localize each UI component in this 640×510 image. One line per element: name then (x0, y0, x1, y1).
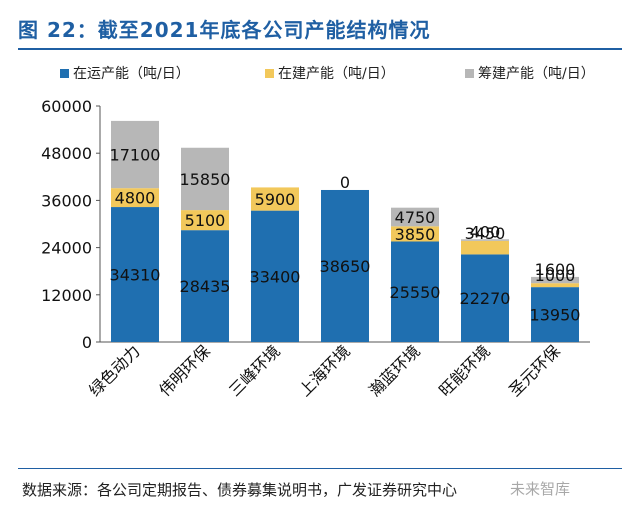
data-label-4-2: 4750 (395, 208, 436, 227)
y-tick-label-3: 36000 (41, 191, 92, 210)
bar-1-2 (181, 147, 229, 211)
data-label-2-1: 5900 (255, 190, 296, 209)
bar-6-2 (531, 276, 579, 284)
stacked-bar-chart: 在运产能（吨/日） 在建产能（吨/日） 筹建产能（吨/日） 0 12000 24000 36… (41, 65, 595, 400)
bar-3-0 (321, 189, 369, 342)
bar-1-1 (181, 210, 229, 231)
x-tick-label-2: 三峰环境 (225, 341, 284, 400)
bar-2-1 (251, 187, 299, 211)
bar-4-0 (391, 241, 439, 342)
legend-swatch-2 (465, 69, 474, 78)
watermark: 未来智库 (510, 480, 571, 498)
data-label-6-0: 13950 (530, 306, 581, 325)
x-tick-label-1: 伟明环保 (155, 341, 214, 400)
bar-4-1 (391, 226, 439, 242)
bar-0-1 (111, 188, 159, 208)
x-tick-label-3: 上海环境 (295, 341, 354, 400)
data-label-1-0: 28435 (180, 277, 231, 296)
bar-6-0 (531, 287, 579, 342)
data-label-5-2: 400 (470, 222, 501, 241)
data-label-6-1: 1000 (535, 266, 576, 285)
legend-label-2: 筹建产能（吨/日） (478, 65, 595, 82)
bar-0-2 (111, 120, 159, 189)
bar-5-0 (461, 254, 509, 342)
data-label-4-1: 3850 (395, 225, 436, 244)
bar-5-1 (461, 240, 509, 255)
data-label-1-2: 15850 (180, 170, 231, 189)
x-tick-label-0: 绿色动力 (85, 341, 144, 400)
data-label-5-0: 22270 (460, 289, 511, 308)
y-tick-label-0: 0 (82, 333, 92, 352)
data-label-5-1: 3450 (465, 224, 506, 243)
data-label-6-2: 1600 (535, 260, 576, 279)
bar-4-2 (391, 207, 439, 227)
x-tick-label-5: 旺能环境 (435, 341, 494, 400)
data-label-1-1: 5100 (185, 211, 226, 230)
data-label-3-1: 0 (340, 173, 350, 192)
data-label-0-2: 17100 (110, 146, 161, 165)
data-label-0-1: 4800 (115, 189, 156, 208)
bar-1-0 (181, 230, 229, 342)
y-tick-label-2: 24000 (41, 239, 92, 258)
data-label-4-0: 25550 (390, 283, 441, 302)
chart-title: 图 22：截至2021年底各公司产能结构情况 (18, 18, 431, 42)
legend-swatch-1 (265, 69, 274, 78)
data-label-2-0: 33400 (250, 267, 301, 286)
x-tick-label-4: 瀚蓝环境 (365, 341, 424, 400)
legend-swatch-0 (60, 69, 69, 78)
y-tick-label-4: 48000 (41, 144, 92, 163)
data-label-3-0: 38650 (320, 257, 371, 276)
y-tick-label-1: 12000 (41, 286, 92, 305)
source-note: 数据来源：各公司定期报告、债券募集说明书，广发证券研究中心 (22, 481, 458, 499)
bar-0-0 (111, 207, 159, 342)
bar-5-2 (461, 239, 509, 241)
legend-label-0: 在运产能（吨/日） (73, 66, 190, 82)
data-label-0-0: 34310 (110, 266, 161, 285)
y-tick-label-5: 60000 (41, 97, 92, 116)
title-bar: 图 22：截至2021年底各公司产能结构情况 (18, 8, 622, 50)
legend-label-1: 在建产能（吨/日） (278, 66, 395, 82)
x-tick-label-6: 圣元环保 (505, 341, 564, 400)
bar-2-0 (251, 210, 299, 342)
source-divider (18, 468, 622, 469)
bar-6-1 (531, 283, 579, 288)
